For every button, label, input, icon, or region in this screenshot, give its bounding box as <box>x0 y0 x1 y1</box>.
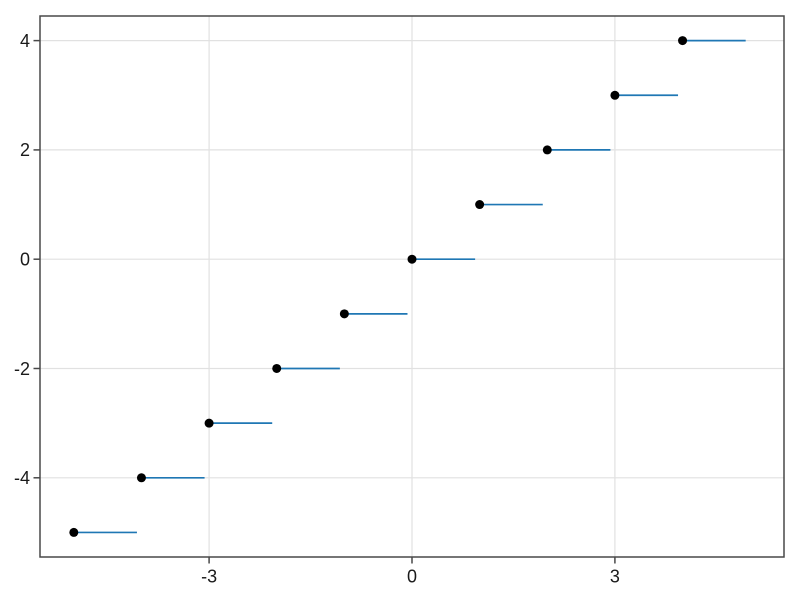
svg-text:2: 2 <box>20 140 30 160</box>
svg-text:0: 0 <box>407 567 417 587</box>
svg-text:-4: -4 <box>14 468 30 488</box>
svg-text:0: 0 <box>20 250 30 270</box>
svg-text:4: 4 <box>20 31 30 51</box>
svg-text:3: 3 <box>610 567 620 587</box>
svg-text:-3: -3 <box>201 567 217 587</box>
svg-text:-2: -2 <box>14 359 30 379</box>
